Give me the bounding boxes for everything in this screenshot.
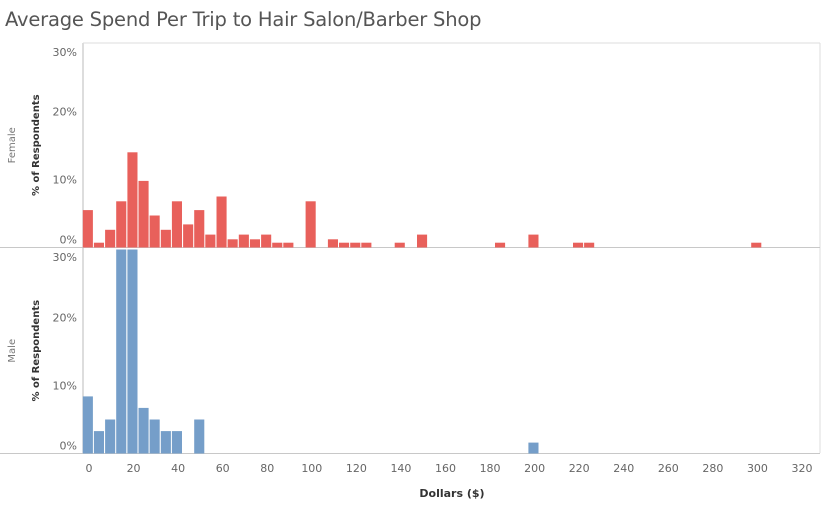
y-tick-label: 10% [53,380,77,393]
x-tick-label: 60 [216,462,230,475]
y-tick-label: 30% [53,46,77,59]
male-row-header: Male [7,339,18,363]
female-bar [495,242,506,248]
female-bar [528,234,539,248]
x-tick-label: 80 [260,462,274,475]
x-tick-label: 160 [435,462,456,475]
female-bar [138,180,149,248]
female-bar [160,229,171,248]
y-tick-label: 0% [60,234,77,247]
chart-frame [0,42,821,454]
female-bar [305,201,316,248]
male-bar [160,431,171,454]
x-tick-label: 280 [702,462,723,475]
x-tick-label: 140 [390,462,411,475]
female-bar [149,215,160,248]
male-bar [82,396,93,454]
x-tick-label: 40 [171,462,185,475]
y-tick-label: 10% [53,174,77,187]
y-tick-label: 0% [60,440,77,453]
female-bar [82,210,93,248]
female-bar [127,152,138,248]
female-bar [105,229,116,248]
x-tick-label: 180 [480,462,501,475]
female-bar [183,224,194,248]
male-bar [127,249,138,454]
female-bar [573,242,584,248]
male-bar [149,419,160,454]
x-tick-label: 320 [792,462,813,475]
female-bar [283,242,294,248]
x-tick-label: 300 [747,462,768,475]
female-bar [261,234,272,248]
x-tick-label: 120 [346,462,367,475]
female-bar [751,242,762,248]
female-bar [350,242,361,248]
male-bar [171,431,182,454]
male-bar [93,431,104,454]
x-tick-label: 220 [569,462,590,475]
y-tick-label: 30% [53,251,77,264]
male-bar [105,419,116,454]
female-bar [417,234,428,248]
female-bar [227,239,238,248]
female-bar [584,242,595,248]
female-bar [216,196,227,248]
male-bar [528,442,539,454]
female-bar [361,242,372,248]
chart-title: Average Spend Per Trip to Hair Salon/Bar… [5,8,482,31]
x-tick-label: 0 [86,462,93,475]
female-bar [116,201,127,248]
female-bar [205,234,216,248]
x-tick-label: 100 [301,462,322,475]
female-bar [327,239,338,248]
y-tick-label: 20% [53,106,77,119]
female-bar [238,234,249,248]
female-bar [394,242,405,248]
x-tick-label: 200 [524,462,545,475]
male-bar [138,407,149,454]
male-bar [116,249,127,454]
x-tick-label: 20 [127,462,141,475]
x-tick-label: 260 [658,462,679,475]
male-panel: 0% 10% 20% 30% Male % of Respondents [7,249,539,454]
female-bar [194,210,205,248]
x-axis: 0 20 40 60 80 100 120 140 160 180 200 220 240 260 280 3… [86,462,813,500]
female-row-header: Female [7,127,18,163]
female-y-axis-label: % of Respondents [31,94,42,196]
female-bar [249,239,260,248]
female-panel: 0% 10% 20% 30% Female % of Respondents [7,46,762,248]
female-bar [171,201,182,248]
x-tick-label: 240 [613,462,634,475]
female-bar [93,242,104,248]
female-bar [272,242,283,248]
male-y-axis-label: % of Respondents [31,300,42,402]
female-bar [339,242,350,248]
x-axis-label: Dollars ($) [419,487,484,500]
male-bar [194,419,205,454]
y-tick-label: 20% [53,312,77,325]
